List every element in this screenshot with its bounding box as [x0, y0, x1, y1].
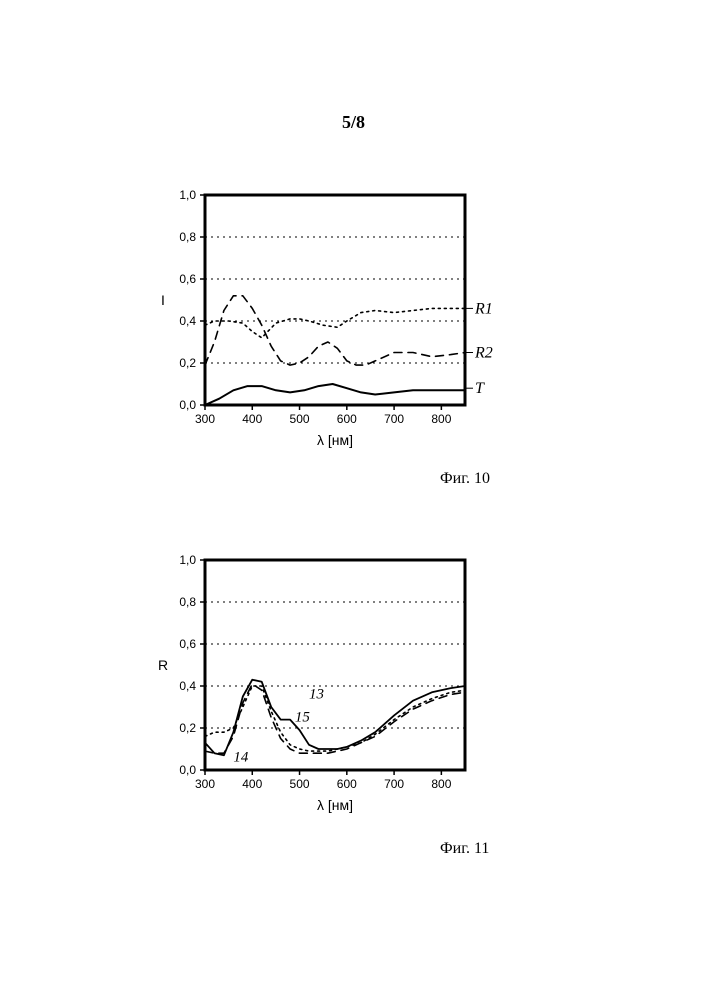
svg-text:R1: R1: [474, 300, 493, 317]
svg-text:0,6: 0,6: [179, 637, 196, 651]
figure-10-chart: 0,0 0,2 0,4 0,6 0,8 1,0 300 400 500 600 700 800 R1 R2…: [150, 180, 530, 460]
svg-text:800: 800: [431, 777, 451, 791]
svg-text:300: 300: [195, 777, 215, 791]
svg-text:0,0: 0,0: [179, 763, 196, 777]
svg-text:0,2: 0,2: [179, 356, 196, 370]
svg-text:13: 13: [309, 687, 324, 703]
figure-11-block: 0,0 0,2 0,4 0,6 0,8 1,0 300 400 500 600 700 800 13 14…: [150, 545, 530, 830]
svg-text:14: 14: [233, 750, 249, 766]
svg-text:0,4: 0,4: [179, 314, 196, 328]
svg-text:T: T: [475, 380, 485, 397]
svg-text:λ [нм]: λ [нм]: [317, 797, 353, 813]
svg-text:0,4: 0,4: [179, 679, 196, 693]
figure-10-caption: Фиг. 10: [440, 470, 490, 488]
svg-text:400: 400: [242, 412, 262, 426]
svg-text:800: 800: [431, 412, 451, 426]
svg-text:1,0: 1,0: [179, 188, 196, 202]
svg-text:400: 400: [242, 777, 262, 791]
svg-text:λ [нм]: λ [нм]: [317, 432, 353, 448]
page-number: 5/8: [0, 112, 707, 133]
figure-11-caption: Фиг. 11: [440, 840, 489, 858]
svg-text:0,8: 0,8: [179, 230, 196, 244]
svg-text:R: R: [158, 657, 168, 673]
svg-text:0,6: 0,6: [179, 272, 196, 286]
svg-text:1,0: 1,0: [179, 553, 196, 567]
figure-10-block: 0,0 0,2 0,4 0,6 0,8 1,0 300 400 500 600 700 800 R1 R2…: [150, 180, 530, 465]
svg-text:600: 600: [337, 777, 357, 791]
svg-text:300: 300: [195, 412, 215, 426]
svg-text:600: 600: [337, 412, 357, 426]
svg-text:700: 700: [384, 777, 404, 791]
svg-text:0,0: 0,0: [179, 398, 196, 412]
svg-text:R2: R2: [474, 345, 493, 362]
svg-text:15: 15: [295, 710, 311, 726]
svg-text:500: 500: [290, 777, 310, 791]
svg-text:700: 700: [384, 412, 404, 426]
svg-text:0,2: 0,2: [179, 721, 196, 735]
svg-text:I: I: [161, 292, 165, 308]
figure-11-chart: 0,0 0,2 0,4 0,6 0,8 1,0 300 400 500 600 700 800 13 14…: [150, 545, 530, 825]
svg-text:0,8: 0,8: [179, 595, 196, 609]
svg-text:500: 500: [290, 412, 310, 426]
